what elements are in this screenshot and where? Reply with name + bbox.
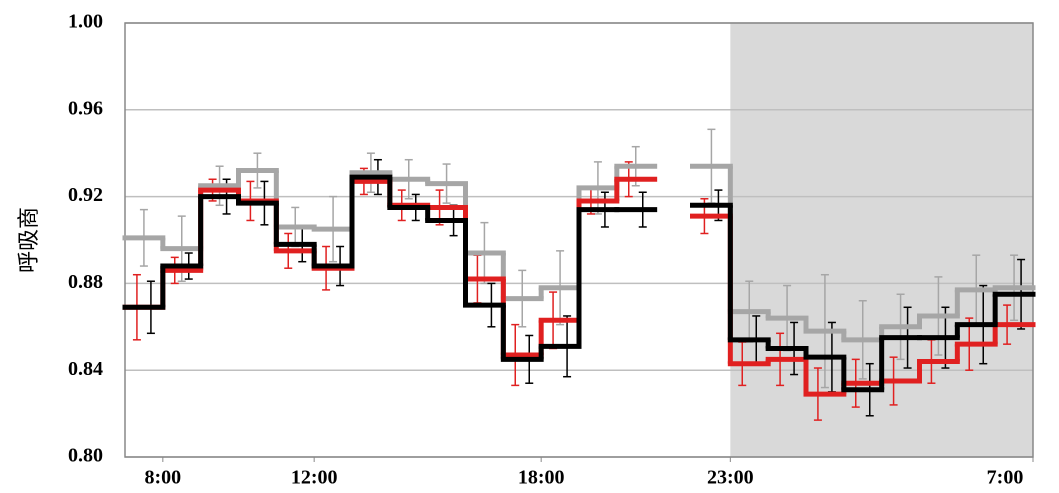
x-tick-label: 23:00 [707,467,754,489]
y-tick-label: 0.92 [68,184,103,206]
x-tick-label: 8:00 [144,467,181,489]
x-tick-label: 18:00 [518,467,565,489]
y-axis-label: 呼吸商 [17,207,42,273]
y-tick-label: 0.96 [68,97,103,119]
x-tick-label: 7:00 [987,467,1024,489]
y-tick-label: 0.84 [68,358,103,380]
y-tick-label: 1.00 [68,11,103,33]
x-tick-label: 12:00 [291,467,338,489]
y-tick-label: 0.88 [68,271,103,293]
y-tick-label: 0.80 [68,445,103,467]
